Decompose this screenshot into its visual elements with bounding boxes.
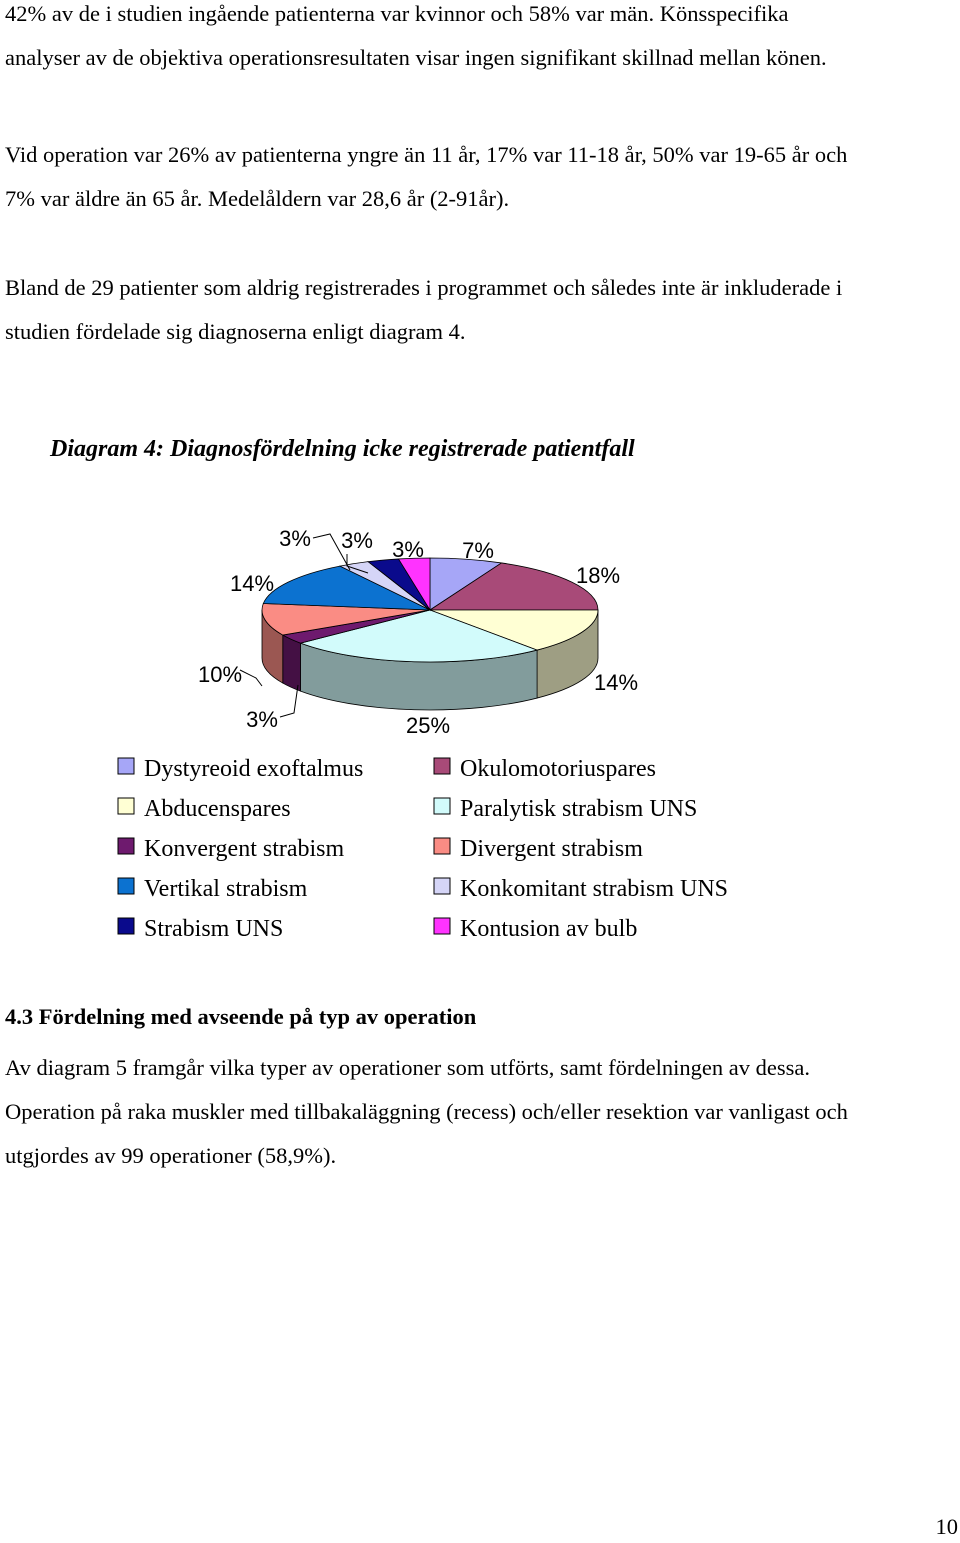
leader-line [312, 533, 351, 571]
legend-label: Divergent strabism [460, 836, 643, 862]
pie-slice-3 [429, 609, 599, 651]
legend-swatch [433, 797, 451, 815]
section-heading: 4.3 Fördelning med avseende på typ av op… [5, 1004, 477, 1029]
legend-label: Okulomotoriuspares [460, 756, 656, 782]
leader-line [239, 669, 263, 687]
legend-swatch [117, 877, 135, 895]
legend-label: Dystyreoid exoftalmus [144, 756, 363, 782]
leader-line [279, 684, 299, 718]
legend-swatch [117, 837, 135, 855]
legend-label: Konvergent strabism [144, 836, 345, 862]
pie-label-6: 10% [198, 662, 242, 687]
legend-label: Konkomitant strabism UNS [460, 876, 728, 902]
pie-label-3: 14% [594, 670, 638, 695]
paragraph-line: Vid operation var 26% av patienterna yng… [5, 142, 848, 167]
legend-swatch [433, 877, 451, 895]
pie-slice-6 [261, 603, 431, 636]
diagram-caption: Diagram 4: Diagnosfördelning icke regist… [50, 436, 635, 462]
paragraph-line: Bland de 29 patienter som aldrig registr… [5, 275, 843, 300]
legend-swatch [433, 917, 451, 935]
legend-swatch [117, 797, 135, 815]
legend-swatch [117, 917, 135, 935]
pie-slice-10 [397, 557, 431, 612]
pie-label-8: 3% [279, 526, 311, 551]
pie-label-9: 3% [341, 528, 373, 553]
pie-label-5: 3% [246, 707, 278, 732]
legend-swatch [433, 757, 451, 775]
paragraph-line: studien fördelade sig diagnoserna enligt… [5, 319, 466, 344]
legend-swatch [117, 757, 135, 775]
leader-line [346, 554, 369, 574]
legend-label: Kontusion av bulb [460, 916, 637, 942]
paragraph-line: Operation på raka muskler med tillbakalä… [5, 1099, 848, 1124]
paragraph-line: 42% av de i studien ingående patienterna… [5, 1, 789, 26]
pie-slice-2 [428, 562, 599, 611]
legend-label: Paralytisk strabism UNS [460, 796, 697, 822]
pie-label-2: 18% [576, 563, 620, 588]
paragraph-line: utgjordes av 99 operationer (58,9%). [5, 1143, 337, 1168]
pie-slice-7 [262, 565, 431, 611]
paragraph-line: 7% var äldre än 65 år. Medelåldern var 2… [5, 186, 510, 211]
pie-label-7: 14% [230, 571, 274, 596]
legend-swatch [433, 837, 451, 855]
pie-label-10: 3% [392, 537, 424, 562]
legend-label: Vertikal strabism [144, 876, 308, 902]
paragraph-line: analyser av de objektiva operationsresul… [5, 45, 827, 70]
pie-label-1: 7% [462, 538, 494, 563]
pie-slice-4 [299, 609, 539, 663]
page-number: 10 [935, 1514, 959, 1539]
pie-chart: 7%18%14%25%3%10%14%3% 3% 3% Dystyreoid exo… [117, 526, 728, 942]
pie-label-4: 25% [406, 713, 450, 738]
paragraph-line: Av diagram 5 framgår vilka typer av oper… [5, 1055, 810, 1080]
pie-side-5 [282, 634, 301, 692]
legend-label: Strabism UNS [144, 916, 283, 942]
legend-label: Abducenspares [144, 796, 291, 822]
